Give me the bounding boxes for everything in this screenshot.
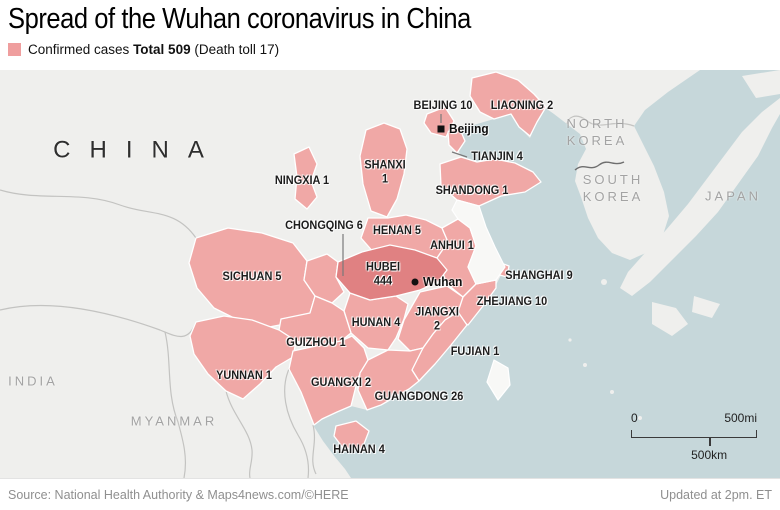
province-ningxia [293,146,318,210]
province-label-hubei: HUBEI 444 [366,261,400,288]
legend: Confirmed cases Total 509 (Death toll 17… [8,42,279,57]
taiwan [486,359,511,401]
country-borders [0,115,635,478]
province-label-shanghai: SHANGHAI 9 [505,269,573,282]
province-label-beijing: BEIJING 10 [413,99,473,112]
province-hainan [333,420,370,450]
province-chongqing [303,253,345,304]
no-data-areas [451,199,511,401]
province-label-chongqing: CHONGQING 6 [285,219,363,232]
country-label-north-korea: NORTH KOREA [566,116,628,148]
country-label-south-korea: SOUTH KOREA [582,172,644,204]
province-label-tianjin: TIANJIN 4 [471,150,523,163]
source-text: Source: National Health Authority & Maps… [8,487,349,502]
updated-text: Updated at 2pm. ET [660,487,772,502]
province-beijing [423,106,455,138]
province-label-shandong: SHANDONG 1 [435,184,509,197]
country-label-japan: JAPAN [705,188,761,204]
country-label-china: CHINA [53,136,223,164]
country-label-myanmar: MYANMAR [130,413,218,429]
province-label-fujian: FUJIAN 1 [450,345,500,358]
province-label-jiangxi: JIANGXI 2 [415,306,459,333]
province-yunnan [189,315,297,400]
legend-swatch-icon [8,43,21,56]
legend-total: Total 509 [133,42,191,57]
province-label-shanxi: SHANXI 1 [364,159,406,186]
page-title: Spread of the Wuhan coronavirus in China [8,3,471,35]
scale-bar-line [631,430,757,438]
province-label-hainan: HAINAN 4 [333,443,385,456]
province-label-hunan: HUNAN 4 [351,316,401,329]
province-label-henan: HENAN 5 [373,224,421,237]
province-guangxi [288,335,369,426]
province-label-liaoning: LIAONING 2 [490,99,554,112]
scale-bar: 0 500mi 500km [631,411,757,462]
province-label-sichuan: SICHUAN 5 [222,270,282,283]
province-label-guizhou: GUIZHOU 1 [286,336,346,349]
legend-deaths: (Death toll 17) [194,42,280,57]
province-label-yunnan: YUNNAN 1 [216,369,272,382]
country-label-india: INDIA [8,373,58,389]
province-label-zhejiang: ZHEJIANG 10 [476,295,548,308]
leader-lines [342,114,468,276]
province-label-guangxi: GUANGXI 2 [310,376,372,389]
wuhan-city-marker-icon [411,278,419,286]
province-hubei [335,244,448,301]
beijing-city-marker-icon [437,125,445,133]
wuhan-city-label: Wuhan [423,275,463,289]
scale-km-tick [709,438,711,446]
legend-label: Confirmed cases [28,42,130,57]
legend-text: Confirmed cases Total 509 (Death toll 17… [28,42,279,57]
province-label-guangdong: GUANGDONG 26 [374,390,464,403]
korea-border [574,161,625,171]
confirmed-provinces [188,71,547,450]
footer: Source: National Health Authority & Maps… [0,478,780,510]
province-label-ningxia: NINGXIA 1 [274,174,330,187]
scale-mi-label: 500mi [724,411,757,425]
province-tianjin [447,126,466,154]
province-shanxi [359,122,408,218]
japan [568,70,780,420]
map: 0 500mi 500km CHINA NORTH KOREA SOUTH KOREA J… [0,70,780,478]
scale-zero-label: 0 [631,411,638,425]
map-svg [0,70,780,478]
province-label-anhui: ANHUI 1 [430,239,474,252]
beijing-city-label: Beijing [449,122,489,136]
scale-km-label: 500km [691,448,728,462]
province-liaoning [469,71,547,137]
province-jiangsu [451,199,506,285]
province-guangdong [357,347,424,411]
